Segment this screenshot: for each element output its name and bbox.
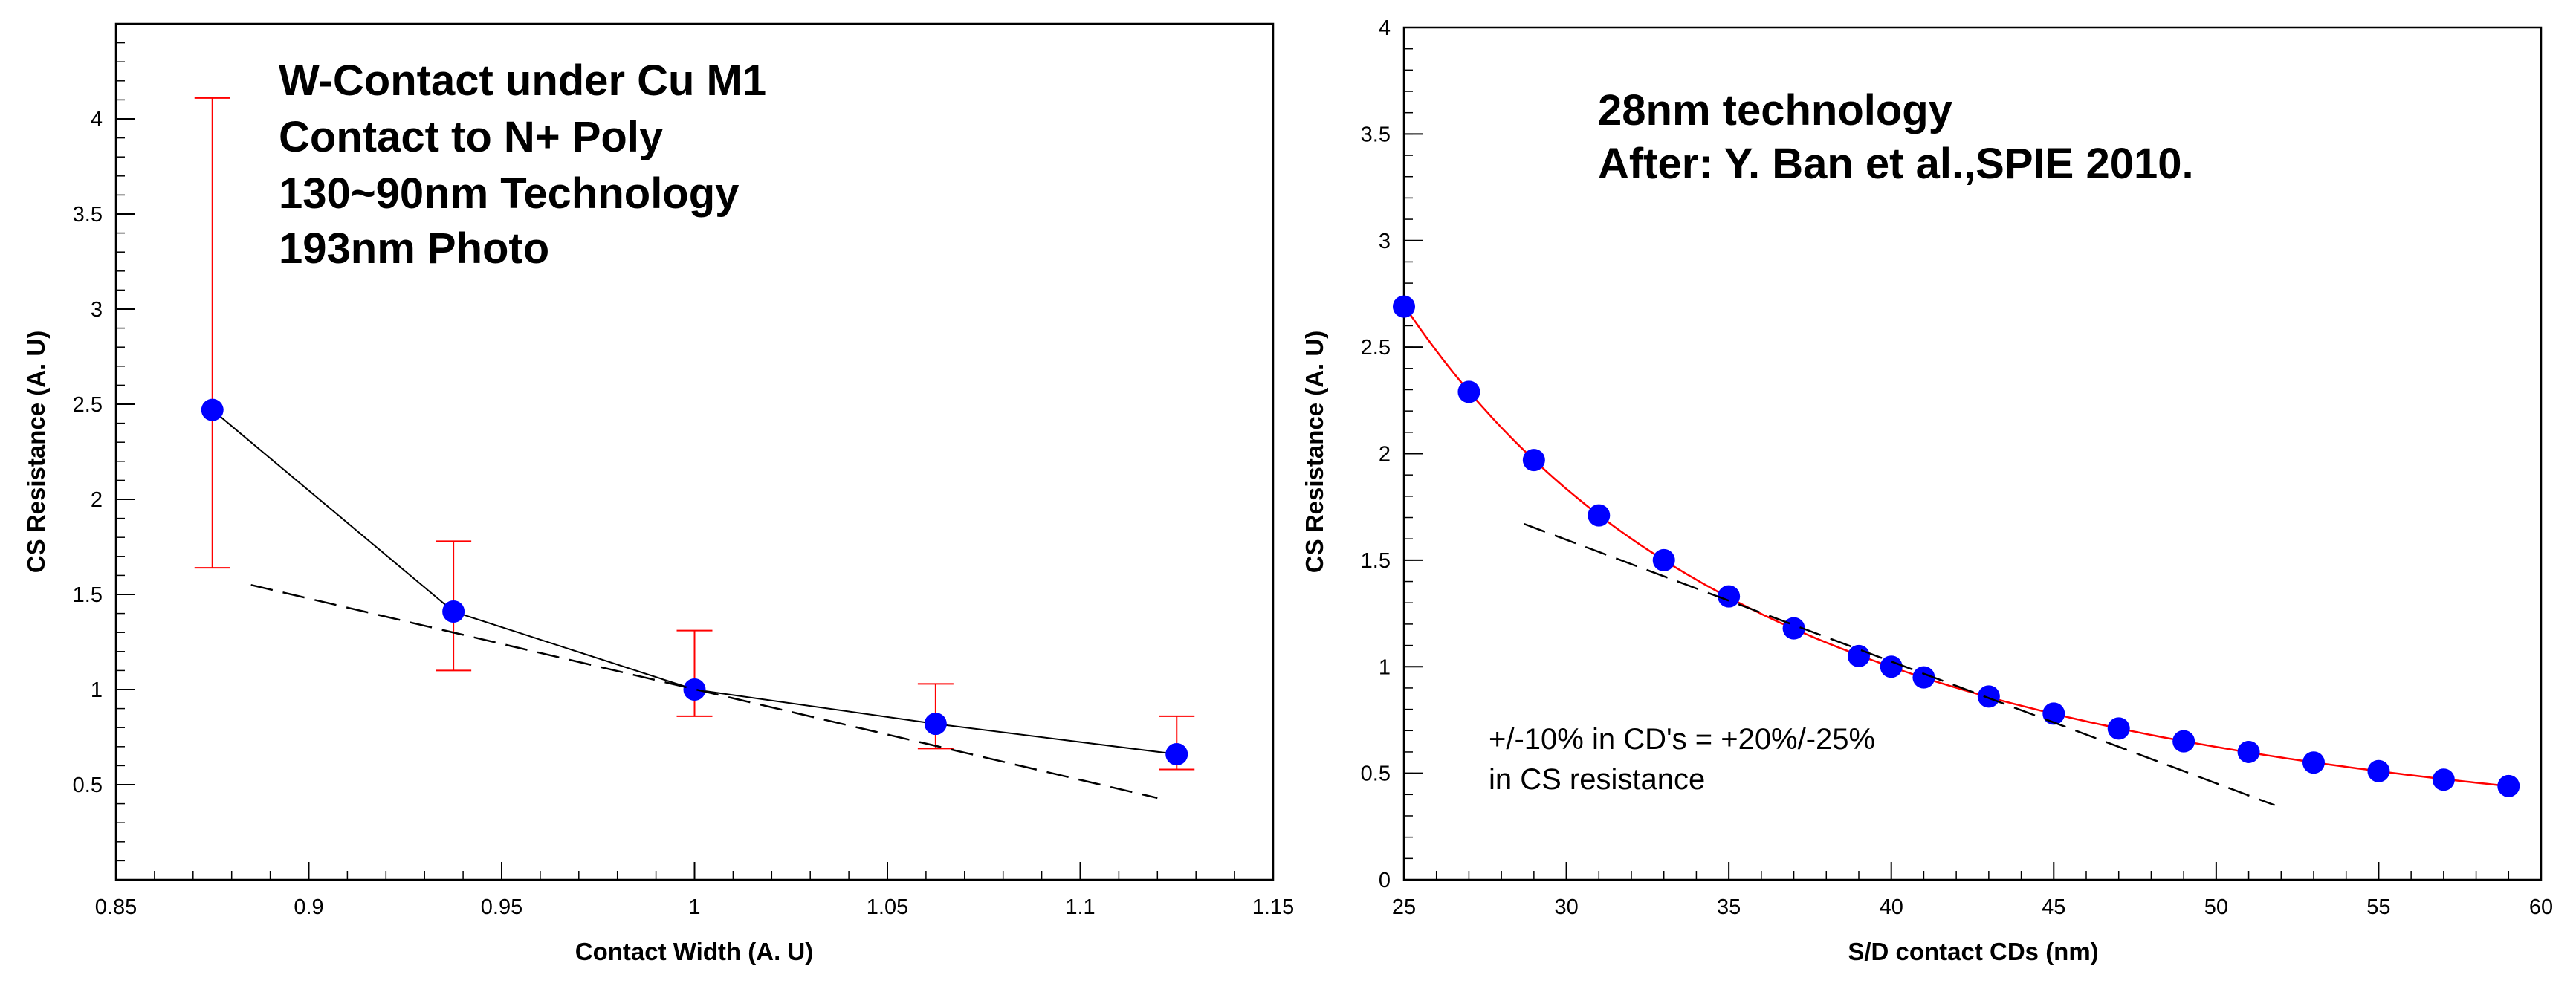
x-tick-label: 25 [1392,895,1416,919]
x-tick-label: 35 [1717,895,1741,919]
data-point [1848,644,1870,667]
data-point [2302,751,2325,774]
y-tick-label: 2.5 [73,393,103,417]
annotation-line-1-left: W-Contact under Cu M1 [279,56,766,105]
y-tick-label: 1.5 [73,583,103,607]
note-line-2-right: in CS resistance [1489,763,1705,796]
data-point [1880,655,1903,678]
y-tick-label: 2 [1379,443,1391,467]
chart-left: 0.85 0.9 0.95 1 1.05 1.1 1.15 0.5 1 1.5 2 2.5 3 3.5 4… [22,22,1294,965]
y-tick-label: 0 [1379,869,1391,892]
chart-right: 25 30 35 40 45 50 55 60 0 0.5 1 1.5 2 2.5 3 3.5 4 S/D c… [1301,16,2553,965]
annotation-line-1-right: 28nm technology [1598,86,1952,134]
x-tick-label: 1.05 [867,895,908,919]
data-point [683,678,706,701]
x-tick-label: 0.95 [481,895,522,919]
plot-area-right [1393,295,2520,806]
x-tick-label: 0.85 [95,895,137,919]
y-tick-label: 1 [91,678,103,702]
data-point [1977,685,2000,708]
data-point [1165,743,1188,766]
x-axis-title-right: S/D contact CDs (nm) [1848,938,2098,965]
x-axis-ticks-left: 0.85 0.9 0.95 1 1.05 1.1 1.15 [95,862,1294,919]
data-point [2107,717,2130,740]
data-point [2497,774,2520,797]
x-tick-label: 40 [1880,895,1903,919]
y-tick-label: 3 [91,298,103,322]
note-line-1-right: +/-10% in CD's = +20%/-25% [1489,723,1875,756]
y-tick-label: 4 [91,108,103,132]
data-point [1718,585,1741,608]
plot-frame-right [1402,26,2543,881]
data-point [442,600,465,623]
data-point [1457,380,1480,403]
plot-area-left [194,97,1195,800]
x-axis-title-left: Contact Width (A. U) [575,938,813,965]
x-tick-label: 55 [2366,895,2390,919]
y-tick-label: 3.5 [73,203,103,227]
data-point [1522,449,1545,472]
data-point [1912,666,1935,689]
data-point [201,398,224,421]
data-point [1588,504,1611,527]
y-axis-title-right: CS Resistance (A. U) [1301,331,1328,573]
y-axis-ticks-right: 0 0.5 1 1.5 2 2.5 3 3.5 4 [1361,16,1423,892]
y-tick-label: 3.5 [1361,123,1391,146]
data-point [2432,768,2455,791]
plot-frame-left [114,22,1275,881]
data-point [924,713,947,736]
x-tick-label: 30 [1554,895,1578,919]
data-point [1393,295,1415,318]
data-point [2042,702,2065,725]
y-tick-label: 4 [1379,16,1391,40]
data-point [2367,759,2390,782]
y-tick-label: 1 [1379,655,1391,679]
dashed-reference-line [250,583,1158,800]
y-tick-label: 2.5 [1361,336,1391,360]
y-tick-label: 0.5 [73,774,103,797]
dashed-reference-line [1524,522,2275,806]
x-tick-label: 1.15 [1252,895,1294,919]
y-tick-label: 0.5 [1361,762,1391,786]
y-axis-title-left: CS Resistance (A. U) [22,331,50,573]
x-tick-label: 60 [2529,895,2553,919]
x-tick-label: 1.1 [1065,895,1095,919]
annotation-line-4-left: 193nm Photo [279,224,549,273]
y-tick-label: 1.5 [1361,549,1391,573]
data-point [1652,548,1675,571]
data-point [2172,730,2195,753]
x-tick-label: 1 [688,895,700,919]
x-tick-label: 45 [2042,895,2065,919]
y-tick-label: 3 [1379,230,1391,253]
annotation-line-3-left: 130~90nm Technology [279,169,739,218]
error-bar [676,629,713,717]
annotation-line-2-left: Contact to N+ Poly [279,113,663,161]
annotation-line-2-right: After: Y. Ban et al.,SPIE 2010. [1598,140,2194,188]
y-tick-label: 2 [91,488,103,512]
x-tick-label: 0.9 [294,895,323,919]
x-axis-ticks-right: 25 30 35 40 45 50 55 60 [1392,862,2553,919]
data-point [2237,740,2260,763]
x-tick-label: 50 [2204,895,2228,919]
error-bar [194,97,230,569]
y-axis-ticks-left: 0.5 1 1.5 2 2.5 3 3.5 4 [73,23,135,881]
